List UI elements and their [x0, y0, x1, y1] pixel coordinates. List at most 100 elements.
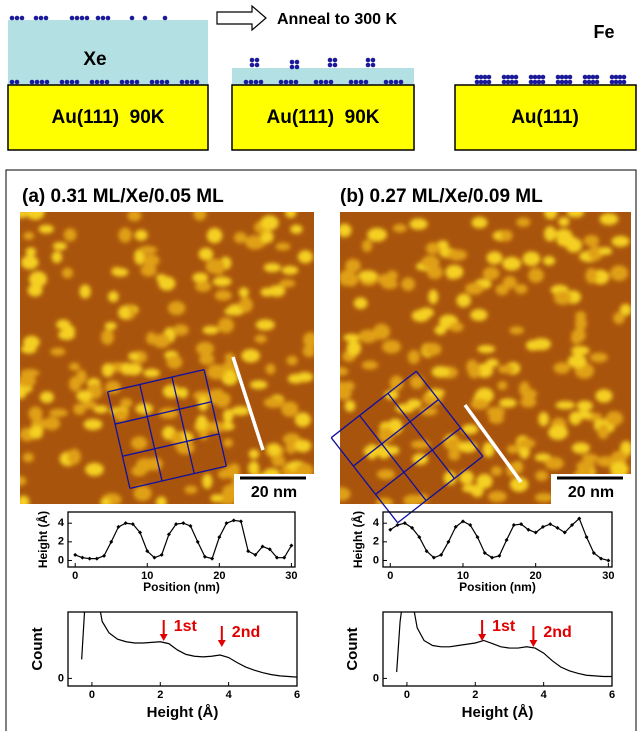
island: [585, 267, 598, 284]
y-tick-label: 0: [58, 672, 64, 684]
atom: [294, 64, 300, 70]
island: [567, 354, 587, 369]
island: [340, 366, 349, 376]
y-tick-label: 2: [373, 536, 379, 548]
island: [583, 235, 600, 247]
island: [605, 411, 624, 426]
island: [553, 291, 572, 305]
island: [610, 450, 628, 465]
y-axis-label: Count: [344, 627, 361, 670]
island: [221, 370, 238, 386]
x-tick-label: 4: [541, 689, 548, 701]
island: [449, 322, 464, 332]
island: [23, 231, 35, 241]
atom: [164, 79, 170, 85]
atom: [288, 79, 294, 85]
island: [576, 400, 593, 412]
island: [381, 279, 398, 290]
atom: [69, 15, 75, 21]
island: [58, 329, 76, 341]
blobs: [20, 212, 314, 504]
grid-stroke: [352, 399, 439, 467]
atom: [528, 74, 534, 80]
island: [421, 255, 440, 270]
atom: [582, 74, 588, 80]
atom: [505, 79, 511, 85]
atom: [258, 79, 264, 85]
atom: [532, 79, 538, 85]
grid-stroke: [330, 437, 399, 524]
atom: [89, 79, 95, 85]
annotation-label: 2nd: [543, 624, 571, 641]
island: [195, 415, 208, 431]
atom: [555, 79, 561, 85]
atom: [478, 79, 484, 85]
atom: [313, 79, 319, 85]
profile-line: [231, 356, 265, 451]
island: [202, 473, 213, 489]
atom: [38, 15, 44, 21]
atom: [567, 79, 573, 85]
island: [290, 224, 303, 234]
island: [212, 388, 225, 405]
island: [384, 390, 399, 400]
atom: [105, 15, 111, 21]
atom: [582, 79, 588, 85]
x-axis-label: Position (nm): [143, 580, 220, 594]
atom: [590, 79, 596, 85]
island: [470, 398, 490, 410]
island: [459, 470, 474, 485]
atom: [332, 62, 338, 68]
island: [51, 251, 63, 264]
y-tick-label: 2: [58, 536, 64, 548]
island: [20, 255, 39, 270]
atom: [84, 15, 90, 21]
island: [218, 491, 237, 504]
xe-layer: [8, 20, 208, 86]
island: [130, 436, 148, 450]
island: [502, 256, 522, 271]
island: [249, 380, 268, 390]
island: [63, 228, 77, 242]
x-tick-label: 0: [387, 570, 393, 582]
island: [265, 363, 276, 375]
island: [134, 229, 148, 241]
island: [497, 381, 508, 391]
island: [248, 449, 260, 459]
grid-stroke: [171, 376, 195, 474]
island: [20, 495, 30, 504]
atom: [119, 79, 125, 85]
island: [596, 456, 615, 467]
panel-title: (a) 0.31 ML/Xe/0.05 ML: [22, 186, 224, 207]
island: [517, 438, 536, 449]
island: [128, 352, 140, 361]
blobs: [340, 212, 631, 504]
island: [28, 406, 43, 421]
xe-layer: [232, 68, 414, 86]
island: [548, 425, 569, 440]
island: [20, 369, 40, 378]
anneal-label: Anneal to 300 K: [277, 11, 397, 28]
island: [285, 212, 297, 218]
island: [233, 232, 247, 244]
island: [20, 476, 27, 486]
island: [377, 443, 391, 459]
island: [353, 297, 368, 310]
island: [268, 443, 281, 456]
data-line: [81, 612, 297, 678]
atom: [358, 79, 364, 85]
data-line: [396, 612, 612, 678]
atom: [328, 79, 334, 85]
atom: [486, 74, 492, 80]
island: [281, 401, 299, 417]
atom: [363, 79, 369, 85]
island: [213, 266, 224, 275]
island: [386, 270, 398, 282]
island: [558, 217, 570, 227]
island: [263, 262, 281, 273]
x-axis-label: Position (nm): [459, 580, 536, 594]
atom: [162, 15, 168, 21]
island: [101, 329, 114, 345]
island: [389, 375, 404, 391]
island: [444, 437, 463, 452]
